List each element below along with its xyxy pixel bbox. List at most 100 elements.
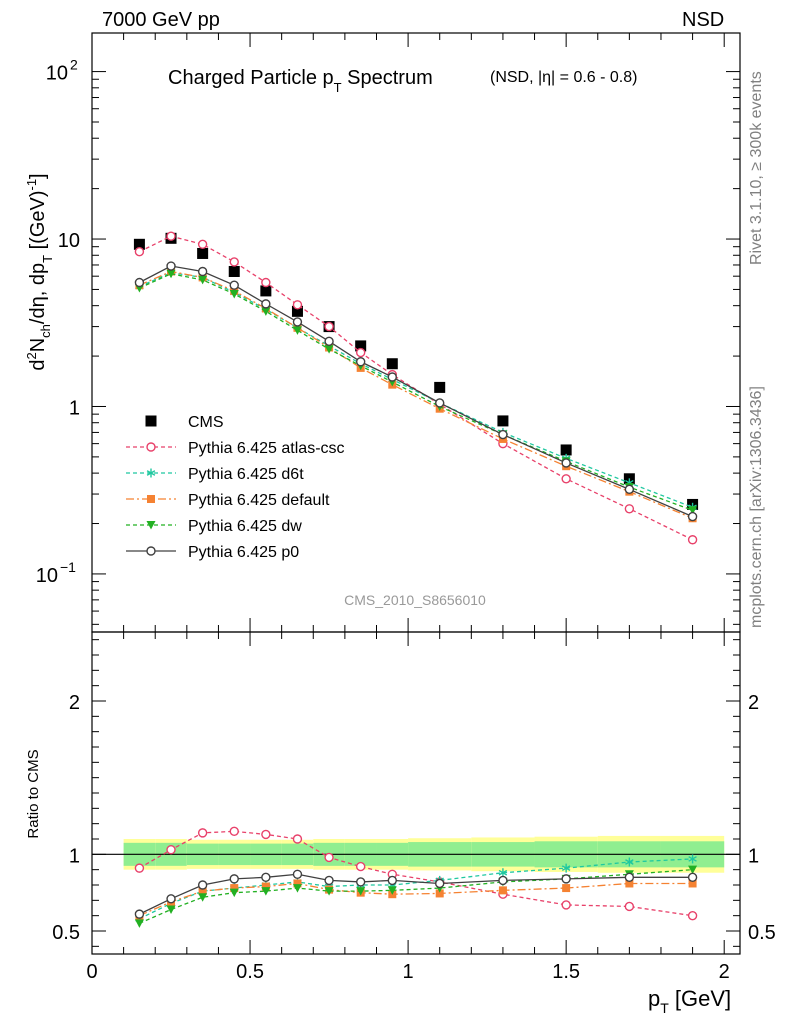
data-point bbox=[197, 880, 208, 890]
x-tick-label: 1 bbox=[403, 961, 414, 983]
ratio-line bbox=[139, 830, 693, 917]
data-point bbox=[261, 307, 271, 316]
data-point bbox=[624, 872, 635, 883]
data-point bbox=[324, 875, 334, 886]
data-point bbox=[324, 321, 334, 332]
x-tick-label: 0 bbox=[86, 961, 97, 983]
y-tick-label: 10 bbox=[36, 565, 58, 587]
data-point bbox=[387, 875, 397, 886]
data-point bbox=[355, 357, 366, 367]
data-point bbox=[324, 336, 334, 347]
data-point bbox=[292, 317, 303, 327]
data-point bbox=[261, 887, 271, 896]
asterisk-stroke bbox=[625, 859, 634, 865]
data-point bbox=[435, 398, 445, 408]
asterisk-stroke bbox=[688, 856, 697, 862]
ratio-axis-label: Ratio to CMS bbox=[25, 749, 42, 838]
legend-entry: Pythia 6.425 atlas-csc bbox=[126, 440, 345, 457]
x-axis-label: pT [GeV] bbox=[648, 986, 731, 1016]
data-point bbox=[261, 872, 271, 883]
data-point bbox=[498, 886, 507, 895]
data-point bbox=[688, 865, 698, 875]
data-point bbox=[435, 878, 445, 889]
data-point bbox=[387, 886, 397, 895]
data-point bbox=[166, 845, 176, 855]
data-point bbox=[561, 874, 571, 884]
data-point bbox=[197, 247, 209, 259]
data-point bbox=[688, 506, 698, 515]
ratio-series-3 bbox=[134, 865, 698, 928]
data-point bbox=[293, 879, 302, 888]
y-tick-label-exp: −1 bbox=[60, 559, 76, 575]
x-tick-label: 1.5 bbox=[552, 961, 580, 983]
data-point bbox=[145, 415, 157, 427]
y-tick-label: 10 bbox=[58, 230, 80, 252]
data-point bbox=[498, 429, 508, 440]
y-tick-label: 0.5 bbox=[748, 922, 776, 944]
y-tick-label: 10 bbox=[46, 63, 68, 85]
data-point bbox=[560, 444, 572, 456]
data-point bbox=[146, 521, 156, 530]
legend-entry: Pythia 6.425 d6t bbox=[126, 466, 304, 483]
data-point bbox=[687, 872, 698, 883]
data-point bbox=[435, 889, 444, 898]
data-point bbox=[146, 468, 156, 478]
data-point bbox=[687, 910, 698, 921]
data-point bbox=[625, 857, 634, 867]
data-point bbox=[134, 277, 145, 288]
ratio-series-2 bbox=[135, 879, 697, 920]
data-point bbox=[687, 511, 698, 522]
legend-label: Pythia 6.425 dw bbox=[188, 518, 302, 535]
data-point bbox=[291, 305, 303, 317]
series-5 bbox=[134, 261, 698, 522]
data-point bbox=[166, 905, 176, 915]
data-point bbox=[625, 879, 634, 888]
ratio-line bbox=[139, 873, 693, 915]
data-point bbox=[561, 458, 571, 468]
ratio-line bbox=[139, 858, 693, 920]
data-point bbox=[229, 289, 239, 299]
asterisk-stroke bbox=[146, 470, 156, 476]
data-point bbox=[292, 326, 302, 335]
ratio-series-4 bbox=[134, 869, 698, 919]
legend-entry: Pythia 6.425 p0 bbox=[126, 544, 299, 561]
legend-entry: Pythia 6.425 dw bbox=[126, 518, 302, 535]
asterisk-stroke bbox=[498, 869, 508, 876]
data-point bbox=[561, 474, 571, 484]
series-line bbox=[139, 273, 693, 511]
data-point bbox=[261, 882, 270, 891]
header-process-label: NSD bbox=[682, 9, 725, 31]
ratio-series-0 bbox=[134, 826, 698, 921]
data-point bbox=[355, 861, 366, 872]
data-point bbox=[230, 884, 239, 893]
y-tick-label: 1 bbox=[748, 845, 759, 867]
analysis-tag: CMS_2010_S8656010 bbox=[344, 592, 486, 608]
y-tick-label: 0.5 bbox=[52, 922, 80, 944]
series-line bbox=[139, 271, 693, 508]
legend-label: Pythia 6.425 default bbox=[188, 492, 330, 509]
data-point bbox=[386, 358, 398, 370]
data-point bbox=[324, 345, 334, 354]
data-point bbox=[134, 919, 144, 928]
data-point bbox=[561, 900, 571, 910]
data-point bbox=[166, 261, 176, 271]
data-point bbox=[197, 266, 208, 277]
top-frame bbox=[91, 32, 741, 633]
data-point bbox=[624, 484, 635, 495]
data-point bbox=[134, 909, 145, 919]
series-line bbox=[139, 235, 693, 541]
data-point bbox=[166, 894, 176, 904]
data-point bbox=[229, 826, 239, 837]
data-point bbox=[292, 300, 303, 310]
data-point bbox=[229, 874, 239, 884]
asterisk-stroke bbox=[561, 865, 571, 871]
y-tick-label: 2 bbox=[69, 692, 80, 714]
y-axis-label: d2Nch/dη, dpT [(GeV)-1] bbox=[24, 173, 55, 370]
legend-label: Pythia 6.425 d6t bbox=[188, 466, 304, 483]
header-energy-label: 7000 GeV pp bbox=[102, 9, 220, 31]
bottom-frame bbox=[91, 631, 741, 955]
data-point bbox=[687, 535, 698, 545]
data-point bbox=[134, 247, 145, 257]
chart-title-note: (NSD, |η| = 0.6 - 0.8) bbox=[490, 69, 637, 86]
